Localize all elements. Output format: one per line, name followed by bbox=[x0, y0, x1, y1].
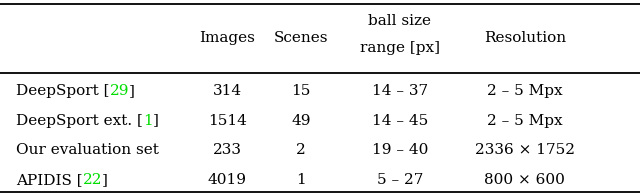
Text: 49: 49 bbox=[291, 113, 310, 128]
Text: 5 – 27: 5 – 27 bbox=[377, 173, 423, 187]
Text: 1514: 1514 bbox=[208, 113, 246, 128]
Text: DeepSport [: DeepSport [ bbox=[16, 84, 109, 98]
Text: 22: 22 bbox=[83, 173, 102, 187]
Text: 14 – 45: 14 – 45 bbox=[372, 113, 428, 128]
Text: Resolution: Resolution bbox=[484, 31, 566, 45]
Text: range [px]: range [px] bbox=[360, 41, 440, 55]
Text: ball size: ball size bbox=[369, 14, 431, 28]
Text: 233: 233 bbox=[212, 143, 242, 157]
Text: APIDIS [: APIDIS [ bbox=[16, 173, 83, 187]
Text: DeepSport ext. [: DeepSport ext. [ bbox=[16, 113, 143, 128]
Text: Images: Images bbox=[199, 31, 255, 45]
Text: ]: ] bbox=[129, 84, 135, 98]
Text: Our evaluation set: Our evaluation set bbox=[16, 143, 159, 157]
Text: 29: 29 bbox=[109, 84, 129, 98]
Text: 1: 1 bbox=[296, 173, 306, 187]
Text: 2 – 5 Mpx: 2 – 5 Mpx bbox=[487, 113, 563, 128]
Text: 4019: 4019 bbox=[208, 173, 246, 187]
Text: ]: ] bbox=[152, 113, 159, 128]
Text: 2: 2 bbox=[296, 143, 306, 157]
Text: 1: 1 bbox=[143, 113, 152, 128]
Text: 14 – 37: 14 – 37 bbox=[372, 84, 428, 98]
Text: 19 – 40: 19 – 40 bbox=[372, 143, 428, 157]
Text: 314: 314 bbox=[212, 84, 242, 98]
Text: 800 × 600: 800 × 600 bbox=[484, 173, 565, 187]
Text: ]: ] bbox=[102, 173, 108, 187]
Text: Scenes: Scenes bbox=[273, 31, 328, 45]
Text: 15: 15 bbox=[291, 84, 310, 98]
Text: 2 – 5 Mpx: 2 – 5 Mpx bbox=[487, 84, 563, 98]
Text: 2336 × 1752: 2336 × 1752 bbox=[475, 143, 575, 157]
